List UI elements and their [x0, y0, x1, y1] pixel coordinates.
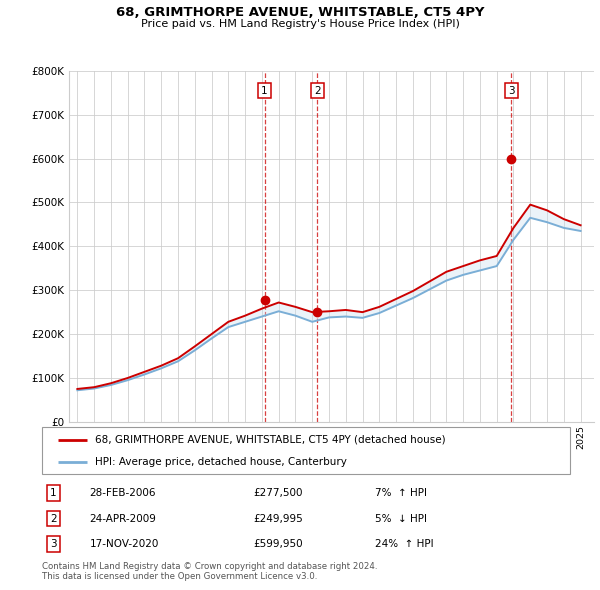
- Text: 1: 1: [50, 489, 57, 498]
- Text: HPI: Average price, detached house, Canterbury: HPI: Average price, detached house, Cant…: [95, 457, 347, 467]
- FancyBboxPatch shape: [42, 427, 570, 474]
- Text: £249,995: £249,995: [253, 513, 303, 523]
- Text: 24-APR-2009: 24-APR-2009: [89, 513, 157, 523]
- Text: 17-NOV-2020: 17-NOV-2020: [89, 539, 159, 549]
- Text: 3: 3: [50, 539, 57, 549]
- Text: 24%  ↑ HPI: 24% ↑ HPI: [374, 539, 433, 549]
- Text: Contains HM Land Registry data © Crown copyright and database right 2024.: Contains HM Land Registry data © Crown c…: [42, 562, 377, 571]
- Text: 68, GRIMTHORPE AVENUE, WHITSTABLE, CT5 4PY (detached house): 68, GRIMTHORPE AVENUE, WHITSTABLE, CT5 4…: [95, 435, 445, 445]
- Text: 2: 2: [314, 86, 321, 96]
- Text: 2: 2: [50, 513, 57, 523]
- Text: £277,500: £277,500: [253, 489, 303, 498]
- Text: 28-FEB-2006: 28-FEB-2006: [89, 489, 156, 498]
- Text: Price paid vs. HM Land Registry's House Price Index (HPI): Price paid vs. HM Land Registry's House …: [140, 19, 460, 29]
- Text: This data is licensed under the Open Government Licence v3.0.: This data is licensed under the Open Gov…: [42, 572, 317, 581]
- Text: 1: 1: [261, 86, 268, 96]
- Text: 68, GRIMTHORPE AVENUE, WHITSTABLE, CT5 4PY: 68, GRIMTHORPE AVENUE, WHITSTABLE, CT5 4…: [116, 6, 484, 19]
- Text: £599,950: £599,950: [253, 539, 303, 549]
- Text: 7%  ↑ HPI: 7% ↑ HPI: [374, 489, 427, 498]
- Text: 5%  ↓ HPI: 5% ↓ HPI: [374, 513, 427, 523]
- Text: 3: 3: [508, 86, 515, 96]
